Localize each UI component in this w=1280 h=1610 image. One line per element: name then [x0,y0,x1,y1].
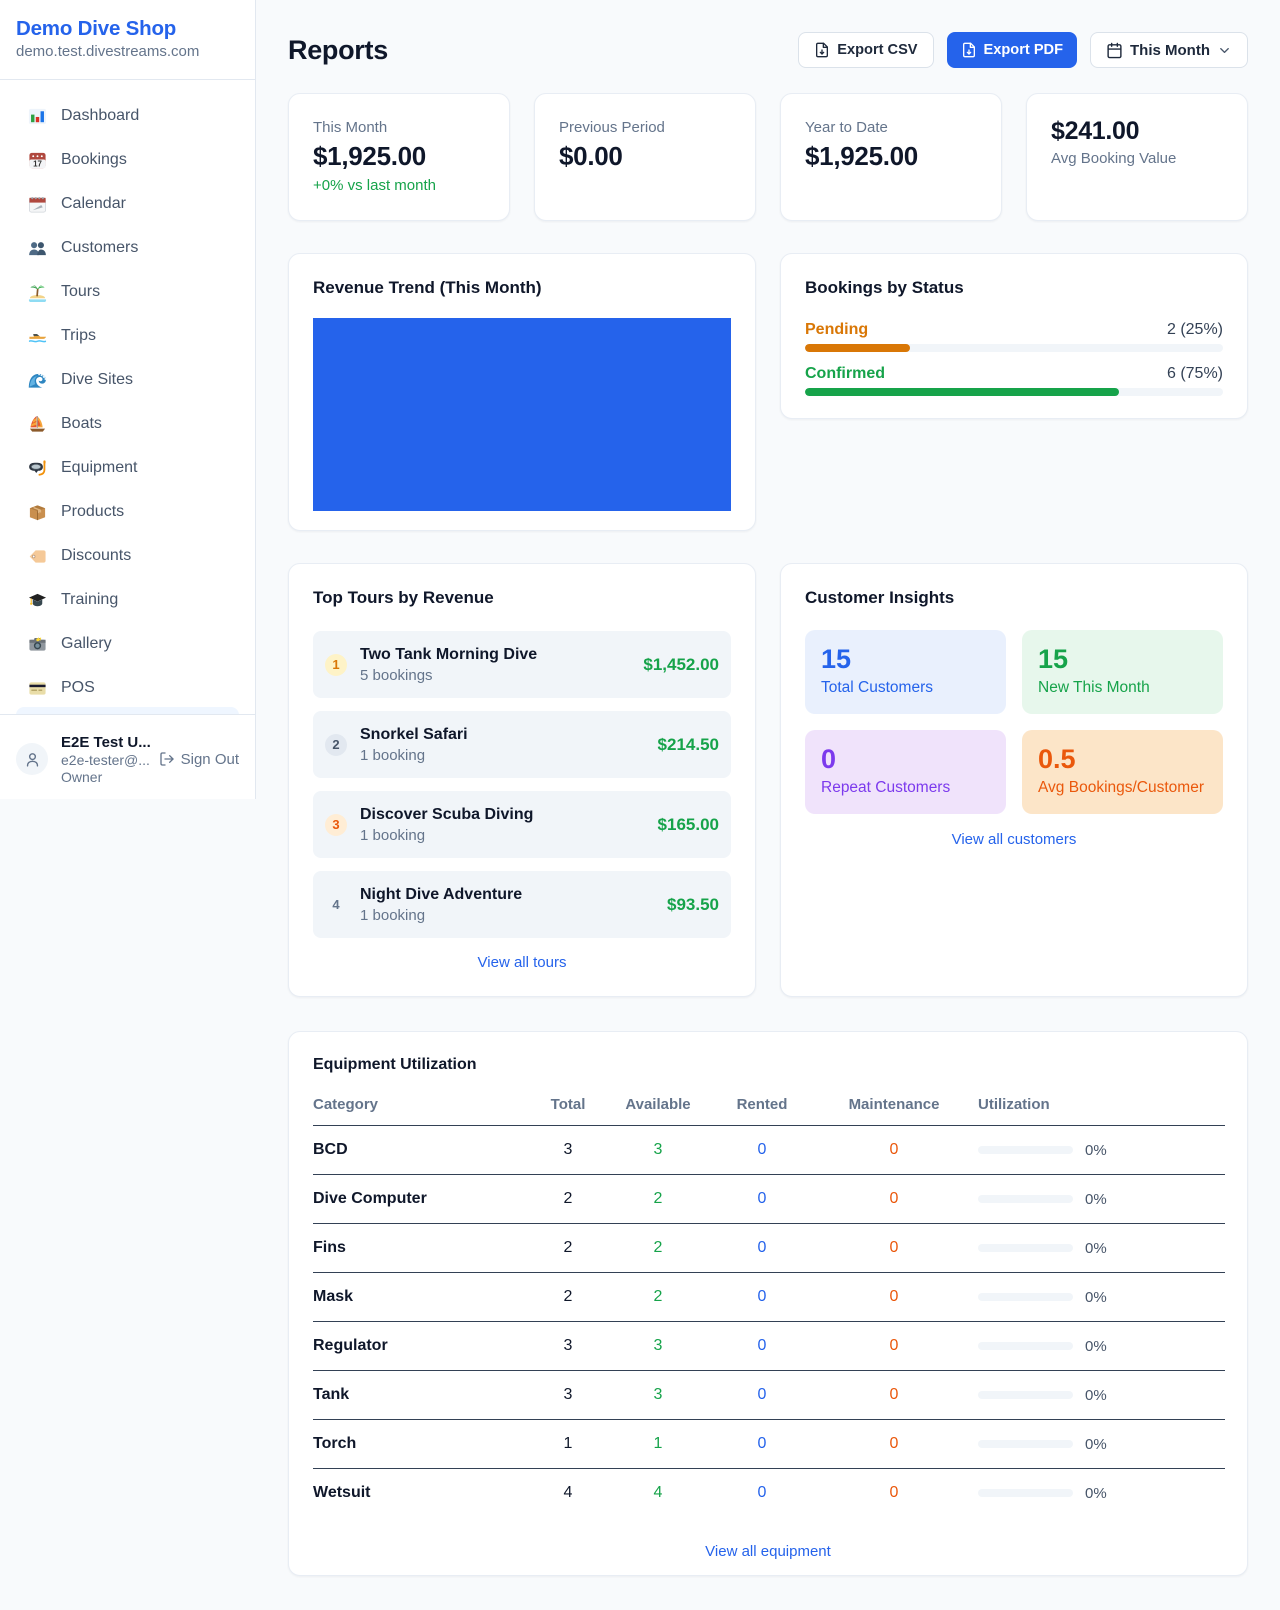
svg-text:17: 17 [33,159,42,168]
